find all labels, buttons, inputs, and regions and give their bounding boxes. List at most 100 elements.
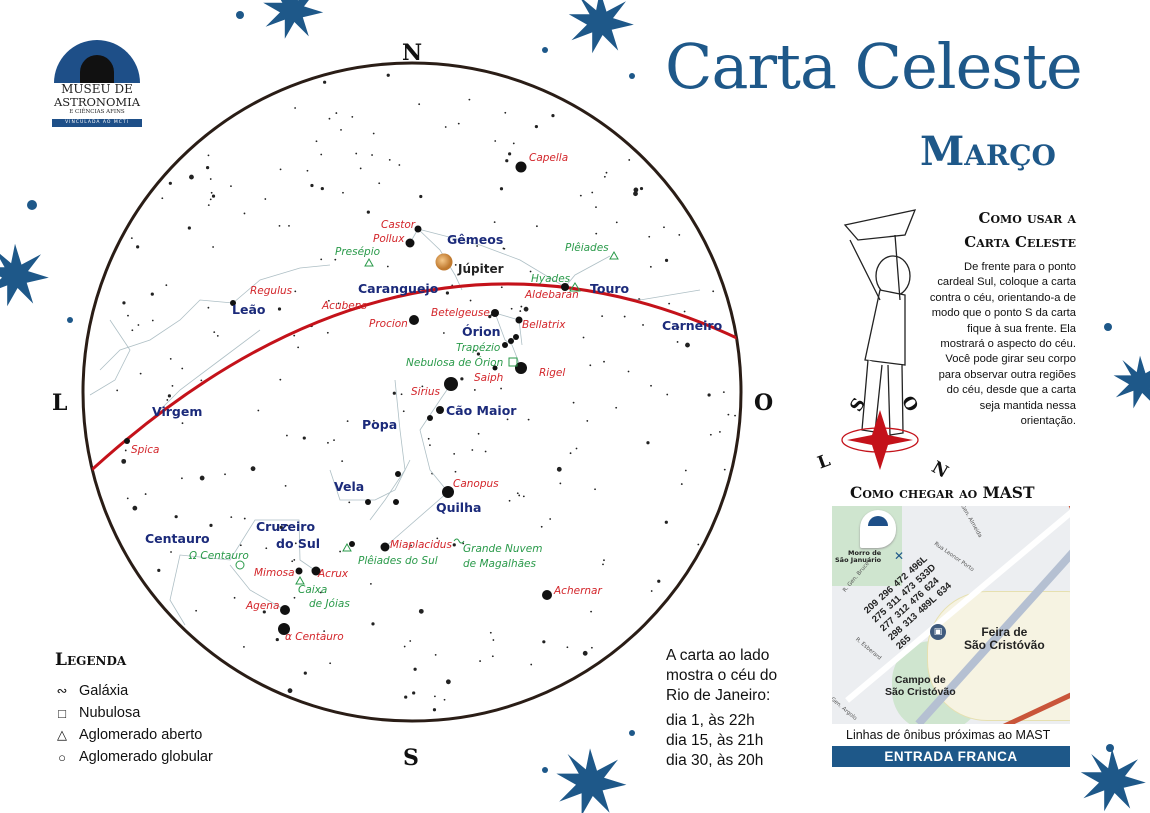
star-dot bbox=[484, 450, 487, 453]
legend-item: ∾ Galáxia bbox=[55, 683, 129, 699]
star-dot bbox=[722, 391, 725, 394]
star-label: Procion bbox=[369, 318, 408, 330]
star-dot bbox=[189, 174, 194, 180]
location-map[interactable]: Morro de São Januário ✕ R. Gen. Bruce Rua… bbox=[832, 506, 1070, 724]
star-dot bbox=[589, 364, 592, 367]
star-dot bbox=[378, 182, 381, 185]
star-pollux bbox=[405, 238, 415, 248]
star-dot bbox=[678, 234, 681, 236]
star-saiph bbox=[492, 365, 498, 371]
bus-stop-icon[interactable]: ▣ bbox=[930, 624, 946, 640]
star-dot bbox=[473, 389, 476, 391]
star-dot bbox=[433, 695, 436, 698]
star-dot bbox=[719, 431, 721, 433]
star-dot bbox=[409, 640, 412, 642]
star-label: Bellatrix bbox=[522, 319, 566, 331]
sky-circle bbox=[81, 61, 743, 723]
star-dot bbox=[278, 224, 281, 227]
star-dot bbox=[460, 377, 464, 381]
bright-stars bbox=[124, 161, 569, 635]
star-dot bbox=[508, 499, 511, 502]
star-dot bbox=[170, 551, 172, 553]
open-cluster-icon bbox=[342, 542, 352, 552]
star-dot bbox=[410, 544, 413, 547]
star-dot bbox=[530, 663, 533, 666]
star-dot bbox=[591, 191, 594, 194]
star-dot bbox=[339, 550, 341, 553]
logo-text: VINCULADA AO MCTI bbox=[52, 119, 142, 127]
constellation-label: Touro bbox=[590, 281, 630, 296]
star-dot bbox=[540, 525, 543, 528]
deep-sky-label: Grande Nuvem bbox=[463, 543, 543, 555]
deep-sky-label: Plêiades do Sul bbox=[358, 555, 438, 567]
star-dot bbox=[479, 660, 481, 662]
galaxy-icon: ∾ bbox=[56, 683, 68, 698]
legend-title: Legenda bbox=[55, 650, 127, 670]
star-dot bbox=[462, 542, 465, 545]
star-dot bbox=[293, 596, 296, 599]
star-label: Mimosa bbox=[254, 567, 295, 579]
star-dot bbox=[294, 107, 297, 109]
star-dot bbox=[595, 206, 597, 209]
open-cluster-icon: △ bbox=[57, 727, 67, 742]
star-dot bbox=[286, 434, 288, 437]
museum-map-pin-icon[interactable] bbox=[860, 510, 896, 548]
star-dot bbox=[205, 166, 210, 170]
star-dot bbox=[510, 307, 513, 310]
info-line: A carta ao lado bbox=[666, 647, 770, 664]
star-dot bbox=[603, 559, 605, 562]
star-regulus bbox=[230, 300, 236, 306]
star-dot bbox=[127, 314, 129, 317]
star-label: Acrux bbox=[318, 568, 349, 580]
star-dot bbox=[536, 225, 538, 228]
star-dot bbox=[512, 142, 515, 145]
constellation-label: Cruzeiro bbox=[256, 519, 316, 534]
open-cluster-icon bbox=[295, 575, 305, 585]
star-dot bbox=[306, 169, 309, 172]
star-dot bbox=[494, 140, 497, 142]
star-dot bbox=[230, 185, 232, 188]
star-dot bbox=[518, 494, 521, 497]
legend-item: □ Nubulosa bbox=[55, 705, 140, 721]
constellation-label: Vela bbox=[334, 479, 365, 494]
date-line: dia 1, às 22h bbox=[666, 712, 755, 729]
star-label: Rigel bbox=[539, 367, 566, 379]
star-dot bbox=[392, 391, 396, 395]
star-dot bbox=[500, 387, 502, 390]
logo-text: E CIÊNCIAS AFINS bbox=[69, 109, 125, 115]
globular-cluster-icon bbox=[235, 560, 245, 570]
star-dot bbox=[657, 579, 661, 583]
open-cluster-icon bbox=[569, 282, 581, 292]
star-dot bbox=[534, 125, 538, 129]
star-dot bbox=[590, 646, 593, 649]
star-dot bbox=[505, 159, 509, 163]
star-dot bbox=[122, 301, 126, 305]
star-dot bbox=[569, 452, 572, 455]
legend-item: △ Aglomerado aberto bbox=[55, 727, 202, 743]
star-dot bbox=[207, 154, 210, 157]
star-alpha-centauri bbox=[278, 623, 290, 635]
star-dot bbox=[144, 493, 147, 495]
star-dot bbox=[454, 263, 457, 266]
star-dot bbox=[369, 582, 372, 585]
star-label: α Centauro bbox=[285, 631, 344, 643]
star-dot bbox=[243, 517, 246, 520]
star-dot bbox=[499, 187, 504, 191]
star-dot bbox=[605, 171, 608, 174]
star-dot bbox=[150, 292, 154, 296]
deep-sky-label: de Magalhães bbox=[463, 558, 536, 570]
directions-title: Como chegar ao MAST bbox=[850, 483, 1035, 502]
star-dot bbox=[603, 175, 606, 178]
planet-label: Júpiter bbox=[458, 262, 504, 276]
star-dot bbox=[199, 475, 205, 481]
star-dot bbox=[628, 159, 631, 161]
star-dot bbox=[559, 482, 562, 485]
star-label: Saiph bbox=[474, 372, 504, 384]
star-dot bbox=[297, 346, 300, 349]
star-dot bbox=[275, 637, 279, 642]
nebula-icon bbox=[508, 357, 518, 367]
star-dot bbox=[432, 708, 437, 712]
star-dot bbox=[294, 542, 297, 545]
